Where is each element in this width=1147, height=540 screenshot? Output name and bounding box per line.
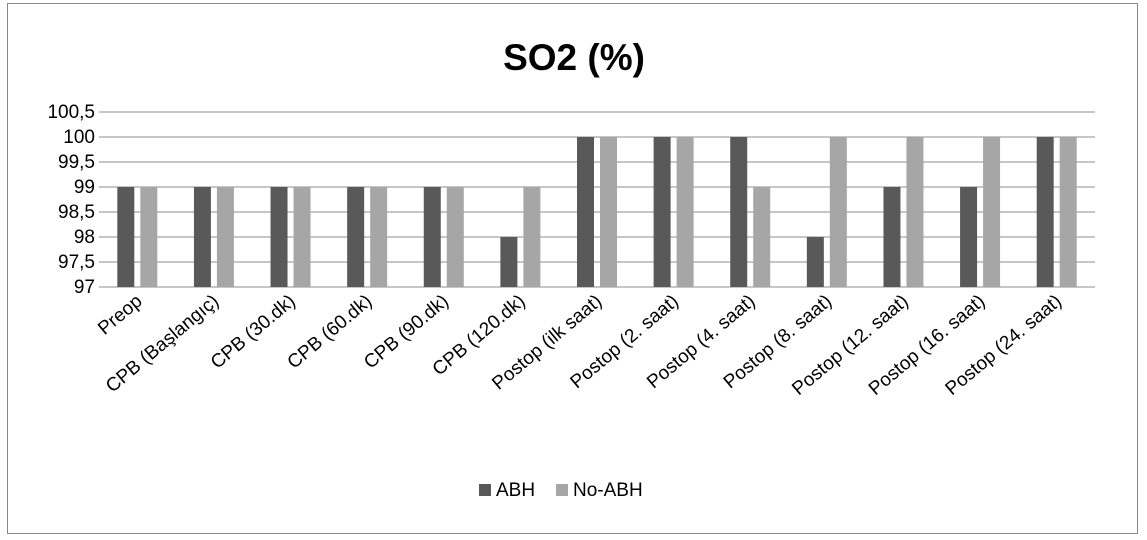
y-tick-label: 99 bbox=[74, 177, 95, 198]
bar-abh bbox=[423, 187, 441, 287]
y-tick-label: 97,5 bbox=[58, 252, 95, 273]
y-tick-label: 100,5 bbox=[47, 102, 95, 123]
bar-abh bbox=[117, 187, 135, 287]
legend: ABH No-ABH bbox=[479, 480, 643, 501]
bar-abh bbox=[883, 187, 901, 287]
bar-no-abh bbox=[523, 187, 541, 287]
bar-abh bbox=[577, 137, 594, 287]
bar-abh bbox=[960, 187, 978, 287]
bar-abh bbox=[270, 187, 288, 287]
bar-abh bbox=[730, 137, 748, 287]
bar-no-abh bbox=[140, 187, 158, 287]
y-axis-ticks: 97 97,5 98 98,5 99 99,5 100 100,5 bbox=[47, 102, 95, 298]
y-tick-label: 98 bbox=[74, 227, 95, 248]
y-tick-label: 100 bbox=[63, 127, 95, 148]
bar-no-abh bbox=[753, 187, 771, 287]
legend-label: ABH bbox=[496, 480, 535, 501]
bar-abh bbox=[806, 237, 824, 287]
bar-abh bbox=[653, 137, 671, 287]
chart-area: SO2 (%) 97 97,5 98 98,5 99 99,5 100 100,5 Preop… bbox=[7, 3, 1138, 534]
bar-no-abh bbox=[983, 137, 1001, 287]
bar-abh bbox=[1036, 137, 1054, 287]
bar-no-abh bbox=[906, 137, 924, 287]
legend-swatch bbox=[479, 484, 491, 496]
bar-no-abh bbox=[370, 187, 388, 287]
bar-abh bbox=[193, 187, 211, 287]
y-tick-label: 98,5 bbox=[58, 202, 95, 223]
bar-no-abh bbox=[446, 187, 464, 287]
x-category-label: Preop bbox=[94, 291, 146, 340]
bar-no-abh bbox=[216, 187, 234, 287]
bar-no-abh bbox=[829, 137, 847, 287]
legend-label: No-ABH bbox=[573, 480, 643, 501]
bar-no-abh bbox=[293, 187, 311, 287]
bar-no-abh bbox=[1059, 137, 1077, 287]
bar-no-abh bbox=[676, 137, 694, 287]
y-tick-label: 97 bbox=[74, 277, 95, 298]
legend-swatch bbox=[556, 484, 568, 496]
bar-no-abh bbox=[600, 137, 617, 287]
chart-svg: SO2 (%) 97 97,5 98 98,5 99 99,5 100 100,5 Preop… bbox=[47, 37, 1095, 501]
grid-lines bbox=[99, 111, 1095, 288]
y-tick-label: 99,5 bbox=[58, 152, 95, 173]
chart-title: SO2 (%) bbox=[503, 37, 645, 78]
bar-abh bbox=[500, 237, 518, 287]
bar-abh bbox=[347, 187, 365, 287]
bars bbox=[117, 137, 1077, 287]
